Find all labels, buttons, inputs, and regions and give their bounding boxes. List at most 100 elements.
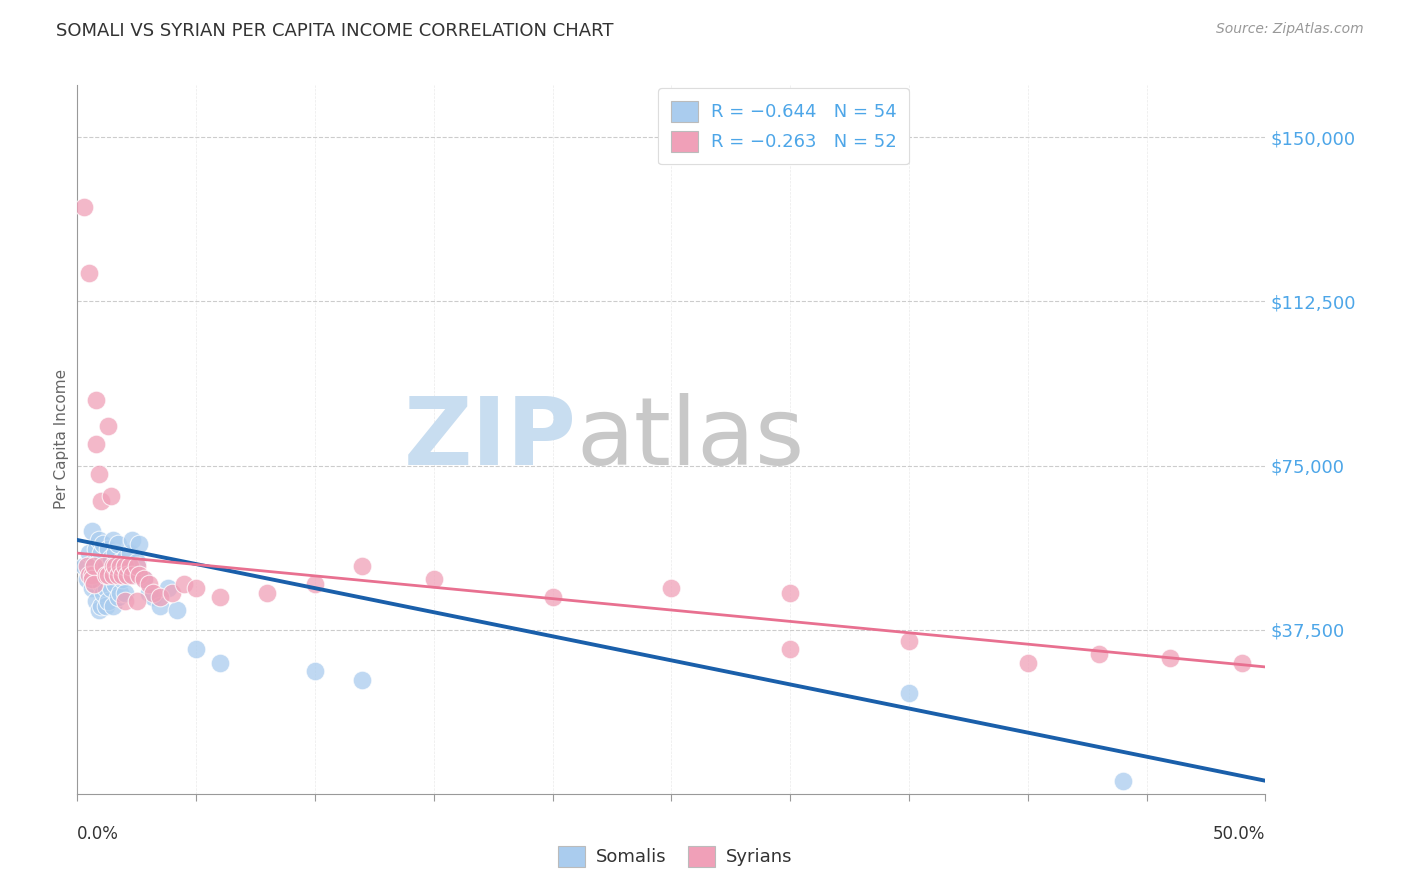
Point <box>100 550 122 565</box>
Point <box>118 546 141 560</box>
Text: atlas: atlas <box>576 393 804 485</box>
Point <box>93 537 115 551</box>
Point <box>149 590 172 604</box>
Point <box>80 581 103 595</box>
Point <box>304 576 326 591</box>
Point <box>101 559 124 574</box>
Point <box>149 599 172 613</box>
Point <box>125 559 148 574</box>
Point <box>100 489 122 503</box>
Point <box>80 568 103 582</box>
Point <box>142 585 165 599</box>
Point <box>208 656 231 670</box>
Point <box>1112 773 1135 788</box>
Point <box>83 559 105 574</box>
Point <box>138 585 160 599</box>
Point <box>114 550 136 565</box>
Point <box>108 559 131 574</box>
Y-axis label: Per Capita Income: Per Capita Income <box>53 369 69 509</box>
Point <box>94 581 117 595</box>
Point <box>104 546 127 560</box>
Point <box>107 568 129 582</box>
Point <box>208 590 231 604</box>
Point <box>87 568 110 582</box>
Point <box>94 599 117 613</box>
Text: 0.0%: 0.0% <box>77 825 120 843</box>
Point <box>156 581 179 595</box>
Point <box>101 568 124 582</box>
Point <box>100 581 122 595</box>
Point <box>132 573 155 587</box>
Point <box>423 573 446 587</box>
Point <box>352 673 374 687</box>
Point <box>114 594 136 608</box>
Point <box>101 533 124 547</box>
Point <box>107 537 129 551</box>
Point <box>121 568 143 582</box>
Point <box>779 585 801 599</box>
Point <box>352 559 374 574</box>
Point <box>83 576 105 591</box>
Point <box>186 581 208 595</box>
Point <box>128 568 150 582</box>
Point <box>1159 651 1181 665</box>
Point <box>304 665 326 679</box>
Point <box>76 559 98 574</box>
Point <box>93 559 115 574</box>
Point <box>121 533 143 547</box>
Point <box>90 599 112 613</box>
Point <box>541 590 564 604</box>
Point <box>111 573 134 587</box>
Legend: Somalis, Syrians: Somalis, Syrians <box>550 838 800 874</box>
Point <box>124 568 146 582</box>
Point <box>97 568 120 582</box>
Point <box>1230 656 1253 670</box>
Point <box>77 546 100 560</box>
Point <box>661 581 683 595</box>
Point <box>779 642 801 657</box>
Point <box>114 559 136 574</box>
Point <box>86 541 108 556</box>
Point <box>107 590 129 604</box>
Point <box>104 576 127 591</box>
Point <box>898 686 921 700</box>
Point <box>73 559 96 574</box>
Point <box>125 594 148 608</box>
Point <box>118 559 141 574</box>
Point <box>97 594 120 608</box>
Point <box>77 568 100 582</box>
Point <box>94 559 117 574</box>
Point <box>138 576 160 591</box>
Point <box>93 585 115 599</box>
Text: SOMALI VS SYRIAN PER CAPITA INCOME CORRELATION CHART: SOMALI VS SYRIAN PER CAPITA INCOME CORRE… <box>56 22 614 40</box>
Point <box>80 573 103 587</box>
Point <box>86 594 108 608</box>
Point <box>128 537 150 551</box>
Point <box>90 493 112 508</box>
Point <box>125 555 148 569</box>
Point <box>83 555 105 569</box>
Point <box>97 568 120 582</box>
Point <box>104 559 127 574</box>
Point <box>111 568 134 582</box>
Point <box>97 419 120 434</box>
Point <box>86 436 108 450</box>
Text: ZIP: ZIP <box>404 393 576 485</box>
Point <box>87 467 110 482</box>
Point <box>108 555 131 569</box>
Point <box>132 573 155 587</box>
Point <box>101 599 124 613</box>
Point <box>173 576 195 591</box>
Point <box>87 603 110 617</box>
Point <box>162 585 184 599</box>
Point <box>114 585 136 599</box>
Point <box>256 585 278 599</box>
Point <box>94 568 117 582</box>
Point <box>83 576 105 591</box>
Text: 50.0%: 50.0% <box>1213 825 1265 843</box>
Point <box>90 546 112 560</box>
Legend: R = −0.644   N = 54, R = −0.263   N = 52: R = −0.644 N = 54, R = −0.263 N = 52 <box>658 88 910 164</box>
Point <box>90 576 112 591</box>
Point <box>1088 647 1111 661</box>
Point <box>115 559 138 574</box>
